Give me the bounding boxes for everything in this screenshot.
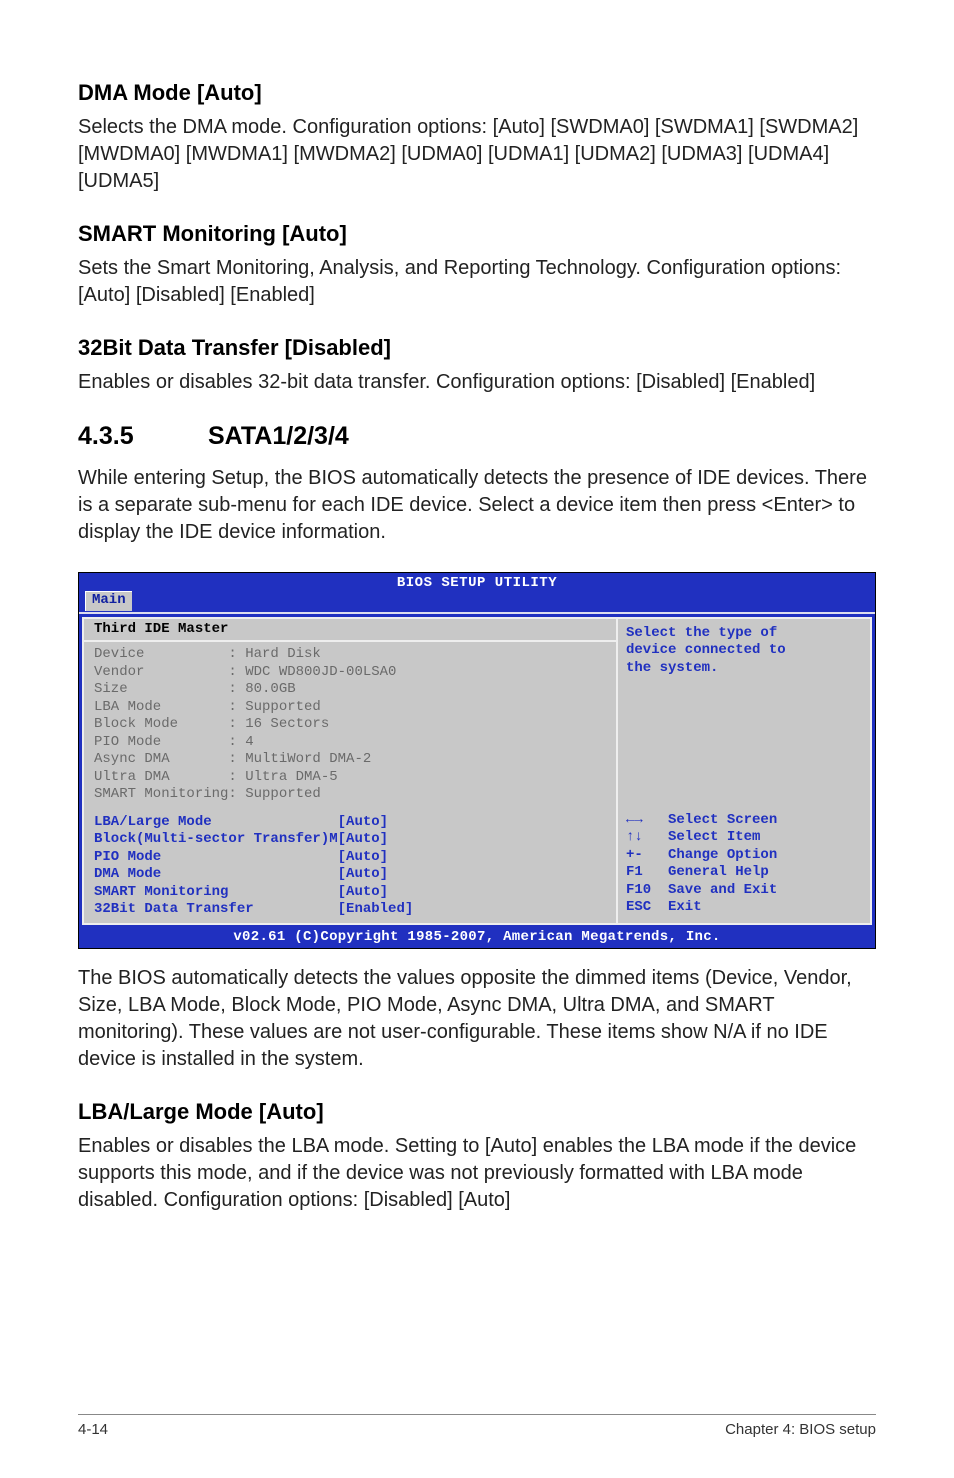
- sata-heading-number: 4.3.5: [78, 422, 208, 451]
- chapter-label: Chapter 4: BIOS setup: [725, 1421, 876, 1438]
- page-number: 4-14: [78, 1421, 108, 1438]
- bios-dim-row: Block Mode : 16 Sectors: [84, 716, 616, 734]
- bios-screenshot: BIOS SETUP UTILITY Main Third IDE Master…: [78, 572, 876, 949]
- page-content: DMA Mode [Auto] Selects the DMA mode. Co…: [0, 0, 954, 1478]
- lba-heading: LBA/Large Mode [Auto]: [78, 1099, 876, 1125]
- bios-dim-row: Vendor : WDC WD800JD-00LSA0: [84, 664, 616, 682]
- bios-option-row[interactable]: SMART Monitoring [Auto]: [84, 884, 616, 902]
- bios-help-description: Select the type of device connected to t…: [626, 625, 862, 678]
- bios-option-row[interactable]: PIO Mode [Auto]: [84, 849, 616, 867]
- bios-subheader: Third IDE Master: [84, 619, 616, 643]
- dma-mode-heading: DMA Mode [Auto]: [78, 80, 876, 106]
- bios-footer: v02.61 (C)Copyright 1985-2007, American …: [79, 928, 875, 949]
- bios-help-line: device connected to: [626, 642, 862, 660]
- smart-heading: SMART Monitoring [Auto]: [78, 221, 876, 247]
- bios-option-row[interactable]: 32Bit Data Transfer [Enabled]: [84, 901, 616, 919]
- bios-tabbar: [79, 594, 875, 612]
- bios-option-row[interactable]: Block(Multi-sector Transfer)M[Auto]: [84, 831, 616, 849]
- sata-heading-title: SATA1/2/3/4: [208, 422, 349, 450]
- spacer: [84, 804, 616, 814]
- bios-right-pane: Select the type of device connected to t…: [616, 617, 872, 925]
- bios-option-row[interactable]: DMA Mode [Auto]: [84, 866, 616, 884]
- bios-title: BIOS SETUP UTILITY: [79, 573, 875, 594]
- sata-heading: 4.3.5SATA1/2/3/4: [78, 422, 876, 451]
- bios-dim-row: SMART Monitoring: Supported: [84, 786, 616, 804]
- bios-left-pane: Third IDE Master Device : Hard Disk Vend…: [82, 617, 616, 925]
- page-footer: 4-14 Chapter 4: BIOS setup: [78, 1414, 876, 1438]
- bios-help-line: the system.: [626, 660, 862, 678]
- sata-body: While entering Setup, the BIOS automatic…: [78, 465, 876, 546]
- bios-help-key-line: +- Change Option: [626, 847, 862, 865]
- bios-dim-row: Size : 80.0GB: [84, 681, 616, 699]
- lba-body: Enables or disables the LBA mode. Settin…: [78, 1133, 876, 1214]
- bios-dim-row: Ultra DMA : Ultra DMA-5: [84, 769, 616, 787]
- bios-help-line: Select the type of: [626, 625, 862, 643]
- smart-body: Sets the Smart Monitoring, Analysis, and…: [78, 255, 876, 309]
- bios-dim-row: LBA Mode : Supported: [84, 699, 616, 717]
- bios-option-row[interactable]: LBA/Large Mode [Auto]: [84, 814, 616, 832]
- bios-help-key-line: ↑↓ Select Item: [626, 829, 862, 847]
- bios-help-key-line: ←→ Select Screen: [626, 812, 862, 830]
- bios-body: Third IDE Master Device : Hard Disk Vend…: [79, 612, 875, 928]
- bit32-body: Enables or disables 32-bit data transfer…: [78, 369, 876, 396]
- bios-help-key-line: ESC Exit: [626, 899, 862, 917]
- bios-help-key-line: F10 Save and Exit: [626, 882, 862, 900]
- bios-tab-main[interactable]: Main: [85, 591, 132, 611]
- dma-mode-body: Selects the DMA mode. Configuration opti…: [78, 114, 876, 195]
- bios-dim-row: PIO Mode : 4: [84, 734, 616, 752]
- bit32-heading: 32Bit Data Transfer [Disabled]: [78, 335, 876, 361]
- bios-dim-row: Device : Hard Disk: [84, 646, 616, 664]
- bios-dim-row: Async DMA : MultiWord DMA-2: [84, 751, 616, 769]
- bios-help-keys: ←→ Select Screen ↑↓ Select Item +- Chang…: [626, 812, 862, 917]
- bios-help-key-line: F1 General Help: [626, 864, 862, 882]
- after-bios-text: The BIOS automatically detects the value…: [78, 965, 876, 1073]
